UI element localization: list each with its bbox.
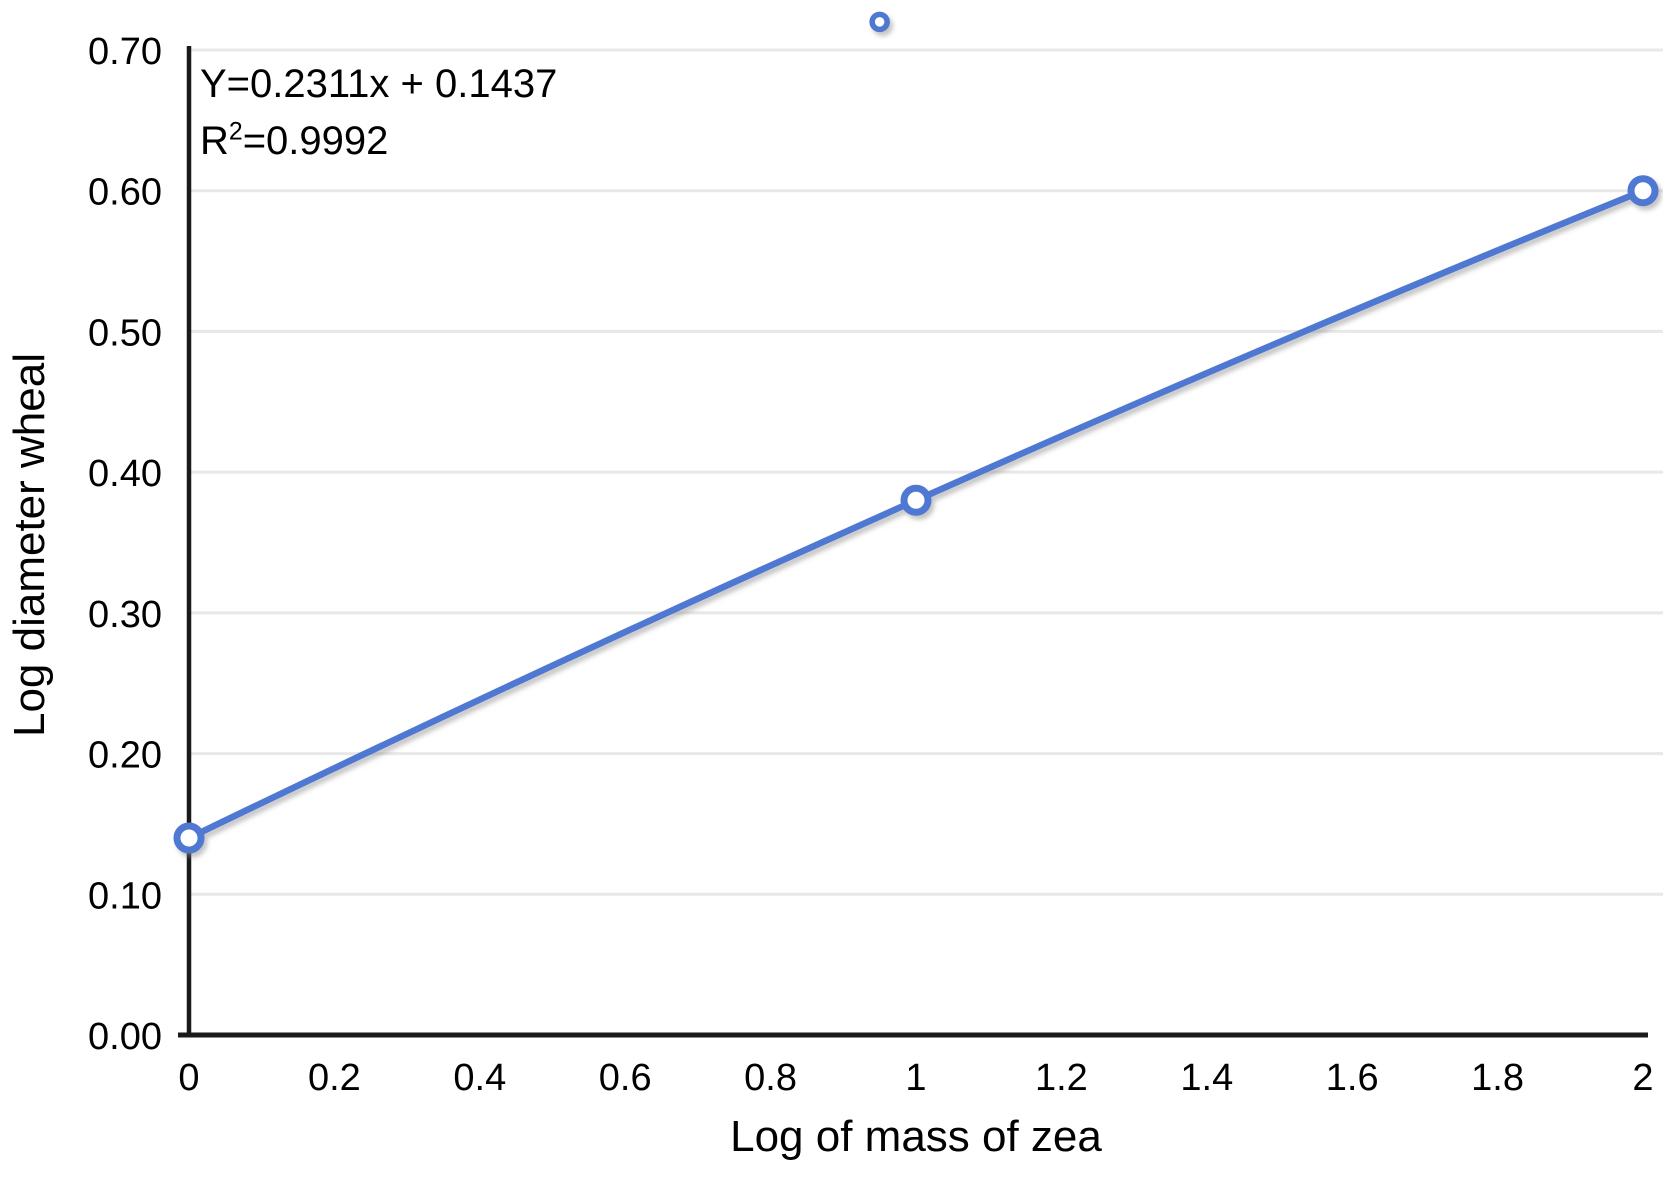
- r-squared-value: R2=0.9992: [200, 118, 389, 163]
- y-axis-title: Log diameter wheal: [5, 353, 54, 738]
- x-tick-label: 0.2: [308, 1057, 361, 1099]
- y-tick-label: 0.60: [88, 172, 162, 214]
- y-tick-label: 0.50: [88, 312, 162, 354]
- x-tick-label: 0.8: [744, 1057, 797, 1099]
- trendline-equation: Y=0.2311x + 0.1437: [200, 62, 558, 106]
- x-tick-label: 1.4: [1180, 1057, 1233, 1099]
- data-point-marker: [173, 822, 205, 854]
- superscript-2: 2: [228, 118, 243, 146]
- y-tick-label: 0.20: [88, 735, 162, 777]
- y-tick-label: 0.10: [88, 875, 162, 917]
- x-tick-label: 1.8: [1471, 1057, 1524, 1099]
- y-tick-label: 0.70: [88, 31, 162, 73]
- y-tick-label: 0.40: [88, 453, 162, 495]
- trendline-annotation: Y=0.2311x + 0.1437 R2=0.9992: [200, 56, 557, 170]
- x-tick-label: 0.4: [453, 1057, 506, 1099]
- y-tick-label: 0.00: [88, 1016, 162, 1058]
- data-point-marker: [900, 484, 932, 516]
- x-tick-label: 1.6: [1326, 1057, 1379, 1099]
- x-tick-label: 0.6: [599, 1057, 652, 1099]
- y-tick-label: 0.30: [88, 594, 162, 636]
- x-tick-label: 0: [178, 1057, 199, 1099]
- x-tick-label: 1: [905, 1057, 926, 1099]
- data-point-marker: [1627, 175, 1659, 207]
- extra-marker: [869, 11, 890, 33]
- x-tick-label: 2: [1632, 1057, 1653, 1099]
- x-tick-label: 1.2: [1035, 1057, 1088, 1099]
- series-group: [173, 11, 1659, 854]
- x-axis-title: Log of mass of zea: [730, 1112, 1102, 1161]
